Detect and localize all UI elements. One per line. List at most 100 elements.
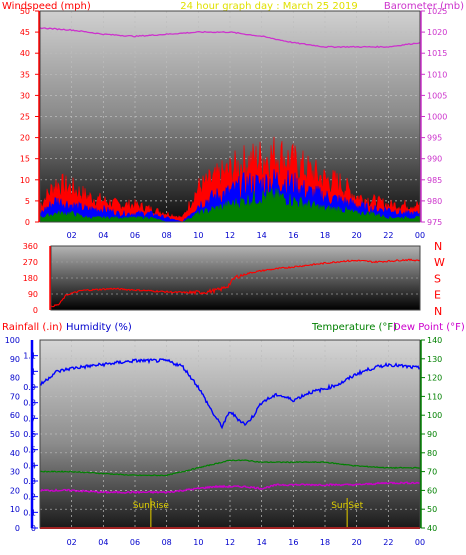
humidity-tick-label: 90 xyxy=(10,355,20,364)
direction-panel-series xyxy=(50,258,421,308)
windspeed-tick-label: 30 xyxy=(20,91,30,100)
wind-x-tick-label: 12 xyxy=(225,231,235,240)
compass-label-s: S xyxy=(434,272,441,285)
humidity-x-tick-label: 06 xyxy=(130,538,140,547)
barometer-tick-label: 980 xyxy=(427,197,442,206)
windspeed-axis-title: Windspeed (mph) xyxy=(2,1,91,12)
barometer-tick-label: 1020 xyxy=(427,28,447,37)
rainfall-tick-label: 0.1 xyxy=(23,508,36,517)
humidity-tick-label: 70 xyxy=(10,392,20,401)
wind-min-area xyxy=(39,188,421,223)
wind-x-tick-label: 08 xyxy=(162,231,172,240)
rainfall-tick-label: 0.4 xyxy=(23,461,36,470)
barometer-tick-label: 1000 xyxy=(427,113,447,122)
humidity-x-tick-label: 14 xyxy=(257,538,267,547)
humidity-tick-label: 30 xyxy=(10,468,20,477)
compass-label-e: E xyxy=(434,289,441,302)
temperature-tick-label: 100 xyxy=(427,411,442,420)
temperature-tick-label: 110 xyxy=(427,392,442,401)
wind-direction-line xyxy=(50,258,421,308)
direction-tick-label: 90 xyxy=(28,290,38,299)
wind-x-tick-label: 14 xyxy=(257,231,267,240)
wind-x-tick-label: 00 xyxy=(415,231,425,240)
temperature-axis-title: Temperature (°F) xyxy=(311,322,397,333)
temperature-tick-label: 140 xyxy=(427,336,442,345)
humidity-x-tick-label: 02 xyxy=(67,538,77,547)
wind-x-tick-label: 06 xyxy=(130,231,140,240)
temperature-tick-label: 120 xyxy=(427,374,442,383)
humidity-x-tick-label: 08 xyxy=(162,538,172,547)
rainfall-tick-label: 0.3 xyxy=(23,477,36,486)
windspeed-tick-label: 0 xyxy=(25,218,30,227)
temperature-tick-label: 60 xyxy=(427,486,437,495)
windspeed-tick-label: 25 xyxy=(20,113,30,122)
humidity-x-tick-label: 00 xyxy=(415,538,425,547)
compass-label-n: N xyxy=(434,240,442,253)
wind-panel-axes: 0510152025303540455097598098599099510001… xyxy=(20,7,448,240)
barometer-line xyxy=(39,27,421,49)
barometer-tick-label: 985 xyxy=(427,176,442,185)
windspeed-tick-label: 5 xyxy=(25,197,30,206)
humidity-axis-title: Humidity (%) xyxy=(66,322,132,333)
windspeed-tick-label: 20 xyxy=(20,134,30,143)
wind-x-tick-label: 20 xyxy=(352,231,362,240)
wind-x-tick-label: 10 xyxy=(193,231,203,240)
humidity-x-tick-label: 12 xyxy=(225,538,235,547)
rainfall-axis-title: Rainfall (.in) xyxy=(2,322,63,333)
rainfall-tick-label: 0.9 xyxy=(23,383,36,392)
humidity-x-tick-label: 22 xyxy=(383,538,393,547)
windspeed-tick-label: 45 xyxy=(20,28,30,37)
humidity-tick-label: 20 xyxy=(10,486,20,495)
rainfall-tick-label: 0.2 xyxy=(23,493,36,502)
wind-x-tick-label: 18 xyxy=(320,231,330,240)
barometer-axis-title: Barometer (mb) xyxy=(384,1,464,12)
direction-tick-label: 180 xyxy=(23,274,38,283)
humidity-panel-grid xyxy=(40,339,420,529)
chart-title: 24 hour graph day : March 25 2019 xyxy=(180,1,358,12)
humidity-tick-label: 0 xyxy=(15,524,20,533)
wind-x-tick-label: 04 xyxy=(98,231,108,240)
windspeed-tick-label: 40 xyxy=(20,49,30,58)
direction-tick-label: 0 xyxy=(33,306,38,315)
barometer-tick-label: 1025 xyxy=(427,7,447,16)
humidity-x-tick-label: 16 xyxy=(288,538,298,547)
rainfall-tick-label: 0.8 xyxy=(23,399,36,408)
barometer-tick-label: 1010 xyxy=(427,70,447,79)
barometer-tick-label: 995 xyxy=(427,134,442,143)
windspeed-tick-label: 10 xyxy=(20,176,30,185)
sunrise-label: SunRise xyxy=(133,501,170,511)
barometer-tick-label: 990 xyxy=(427,155,442,164)
wind-x-tick-label: 02 xyxy=(67,231,77,240)
humidity-tick-label: 100 xyxy=(5,336,20,345)
humidity-tick-label: 60 xyxy=(10,411,20,420)
direction-tick-label: 270 xyxy=(23,258,38,267)
temperature-tick-label: 80 xyxy=(427,449,437,458)
humidity-x-tick-label: 20 xyxy=(352,538,362,547)
compass-label-w: W xyxy=(434,256,445,269)
humidity-tick-label: 40 xyxy=(10,449,20,458)
wind-avg-area xyxy=(39,169,421,223)
temperature-tick-label: 130 xyxy=(427,355,442,364)
temperature-line xyxy=(39,459,421,477)
wind-panel-series xyxy=(39,27,421,223)
humidity-x-tick-label: 04 xyxy=(98,538,108,547)
dewpoint-line xyxy=(39,481,421,495)
rainfall-tick-label: 0.7 xyxy=(23,414,36,423)
barometer-tick-label: 1015 xyxy=(427,49,447,58)
wind-panel-frame xyxy=(39,10,421,223)
windspeed-tick-label: 15 xyxy=(20,155,30,164)
compass-label-n: N xyxy=(434,305,442,318)
wind-x-tick-label: 16 xyxy=(288,231,298,240)
temperature-tick-label: 50 xyxy=(427,505,437,514)
humidity-x-tick-label: 10 xyxy=(193,538,203,547)
barometer-tick-label: 975 xyxy=(427,218,442,227)
direction-panel-frame xyxy=(50,245,421,311)
wind-x-tick-label: 22 xyxy=(383,231,393,240)
humidity-x-tick-label: 18 xyxy=(320,538,330,547)
humidity-panel-frame xyxy=(39,339,421,529)
rainfall-tick-label: 0.5 xyxy=(23,446,36,455)
windspeed-tick-label: 35 xyxy=(20,70,30,79)
temperature-tick-label: 70 xyxy=(427,468,437,477)
